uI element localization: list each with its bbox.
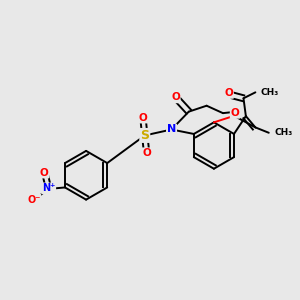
Text: N: N xyxy=(167,124,176,134)
Text: O: O xyxy=(231,108,239,118)
Text: O: O xyxy=(224,88,233,98)
Text: N⁺: N⁺ xyxy=(42,183,55,193)
Text: O: O xyxy=(138,112,147,123)
Text: O: O xyxy=(40,168,49,178)
Text: O: O xyxy=(171,92,180,102)
Text: S: S xyxy=(140,129,149,142)
Text: CH₃: CH₃ xyxy=(261,88,279,97)
Text: O⁻: O⁻ xyxy=(27,195,40,205)
Text: O: O xyxy=(142,148,151,158)
Text: CH₃: CH₃ xyxy=(274,128,292,137)
